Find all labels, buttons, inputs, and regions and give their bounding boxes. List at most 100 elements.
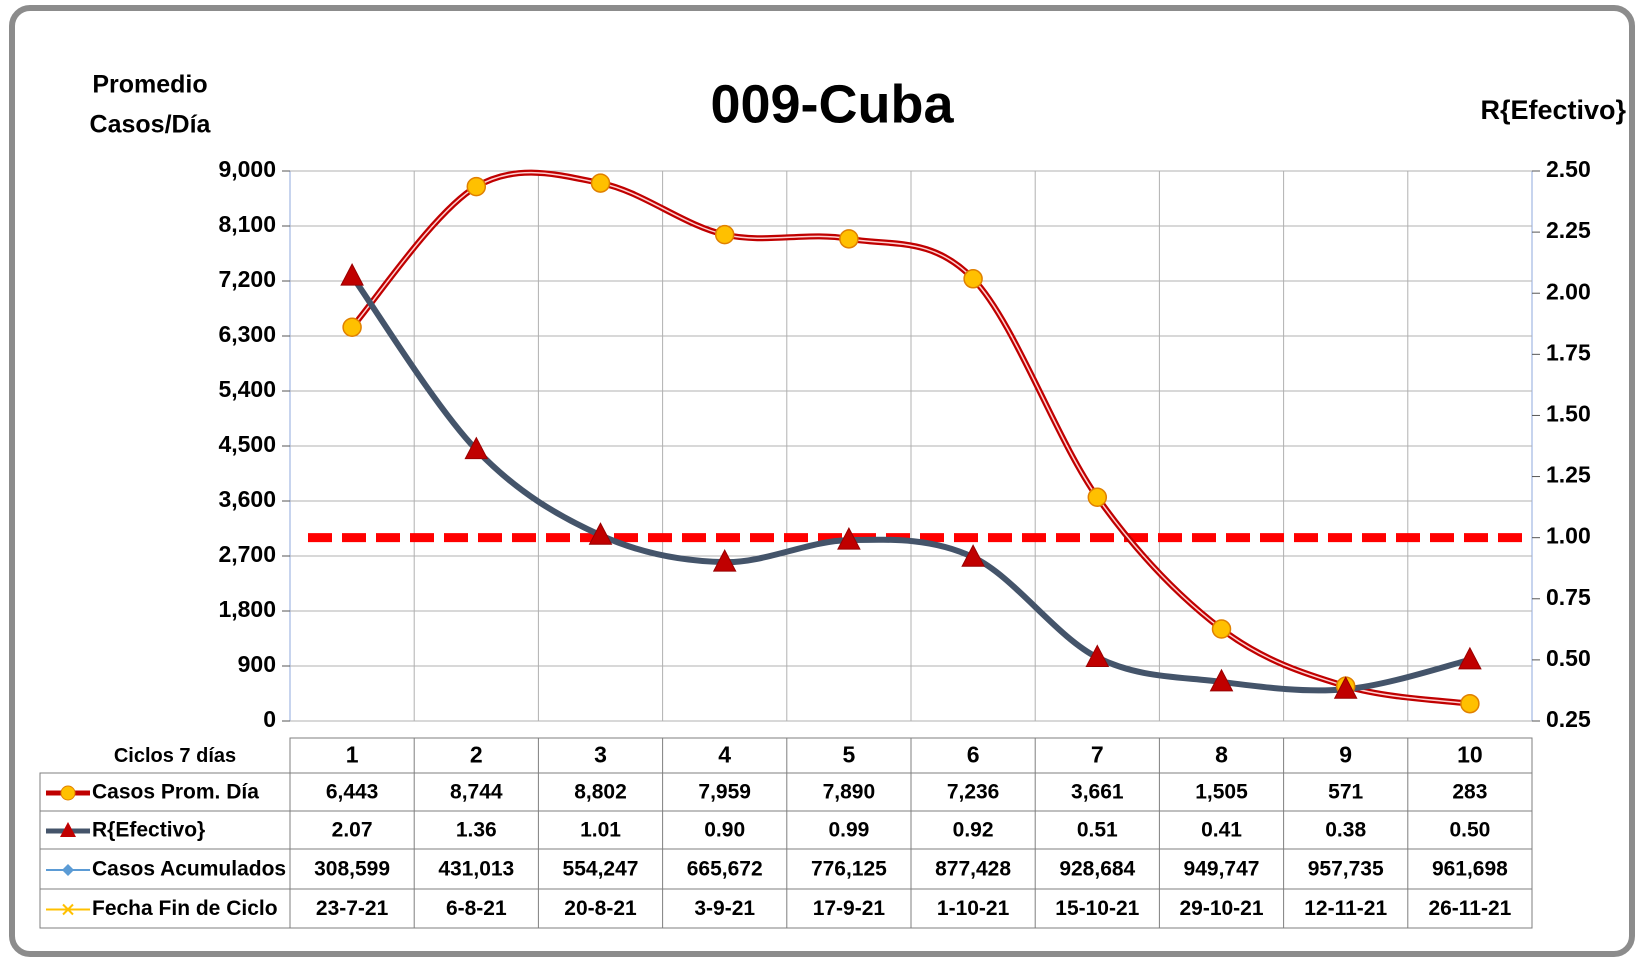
legend-key-marker <box>62 864 74 876</box>
y-axis-label: Promedio <box>92 71 207 99</box>
x-tick-label: 4 <box>718 742 731 768</box>
x-tick-label: 10 <box>1457 742 1483 768</box>
table-cell: 1.36 <box>456 819 497 842</box>
table-cell: 949,747 <box>1184 858 1260 881</box>
y-tick-label: 3,600 <box>218 486 276 512</box>
table-cell: 554,247 <box>563 858 639 881</box>
point-marker <box>1458 646 1482 670</box>
table-cell: 877,428 <box>935 858 1011 881</box>
x-tick-label: 9 <box>1339 742 1352 768</box>
table-cell: 7,890 <box>823 781 876 804</box>
y-tick-label: 2,700 <box>218 541 276 567</box>
y2-tick-label: 2.50 <box>1546 156 1591 182</box>
table-cell: 0.90 <box>704 819 745 842</box>
table-cell: 3,661 <box>1071 781 1124 804</box>
x-tick-label: 6 <box>967 742 980 768</box>
table-cell: 12-11-21 <box>1304 897 1387 920</box>
table-cell: 283 <box>1452 781 1487 804</box>
legend-key-marker <box>62 903 74 916</box>
point-marker <box>590 173 611 193</box>
table-cell: 0.41 <box>1201 819 1242 842</box>
chart-frame <box>9 5 1635 957</box>
table-cell: 23-7-21 <box>316 897 389 920</box>
x-tick-label: 1 <box>346 742 359 768</box>
y-tick-label: 8,100 <box>218 211 276 237</box>
table-cell: 665,672 <box>687 858 763 881</box>
table-cell: 961,698 <box>1432 858 1508 881</box>
point-marker <box>1460 693 1480 714</box>
table-cell: 3-9-21 <box>694 897 755 920</box>
point-marker <box>342 317 362 338</box>
x-axis-label: Ciclos 7 días <box>114 745 236 767</box>
table-cell: 20-8-21 <box>564 897 637 920</box>
legend-key-marker <box>60 822 76 837</box>
table-cell: 928,684 <box>1059 858 1135 881</box>
y2-axis-label: R{Efectivo} <box>1480 95 1626 125</box>
point-marker <box>712 549 737 572</box>
table-cell: 17-9-21 <box>813 897 886 920</box>
legend-label: Fecha Fin de Ciclo <box>92 897 278 920</box>
table-cell: 0.50 <box>1449 819 1490 842</box>
y-tick-label: 900 <box>238 651 276 677</box>
point-marker <box>588 522 613 545</box>
x-tick-label: 7 <box>1091 742 1104 768</box>
point-marker <box>837 527 861 550</box>
chart-title: 009-Cuba <box>710 74 954 134</box>
series-line <box>349 274 1471 694</box>
table-cell: 26-11-21 <box>1428 897 1511 920</box>
y-tick-label: 7,200 <box>218 266 276 292</box>
table-cell: 776,125 <box>811 858 887 881</box>
table-cell: 1,505 <box>1195 781 1248 804</box>
y2-tick-label: 1.00 <box>1546 523 1591 549</box>
table-cell: 0.38 <box>1325 819 1366 842</box>
x-tick-label: 5 <box>843 742 856 768</box>
point-marker <box>1333 676 1358 699</box>
x-tick-label: 8 <box>1215 742 1228 768</box>
y-tick-label: 6,300 <box>218 321 276 347</box>
point-marker <box>714 224 735 245</box>
table-cell: 0.92 <box>953 819 994 842</box>
table-cell: 957,735 <box>1308 858 1384 881</box>
y2-tick-label: 0.75 <box>1546 584 1591 610</box>
table-cell: 0.99 <box>828 819 869 842</box>
y-tick-label: 4,500 <box>218 431 276 457</box>
point-marker <box>1209 668 1234 692</box>
table-cell: 7,959 <box>698 781 751 804</box>
y-tick-label: 0 <box>263 706 276 732</box>
table-cell: 571 <box>1328 781 1363 804</box>
legend-label: Casos Prom. Día <box>92 781 259 804</box>
legend-key-marker <box>60 785 76 801</box>
point-marker <box>961 544 985 567</box>
y2-tick-label: 1.75 <box>1546 339 1591 365</box>
point-marker <box>1211 619 1232 639</box>
table-cell: 0.51 <box>1077 819 1118 842</box>
legend-label: Casos Acumulados <box>92 858 286 881</box>
y-tick-label: 5,400 <box>218 376 276 402</box>
legend-label: R{Efectivo} <box>92 819 205 842</box>
table-cell: 1.01 <box>580 819 621 842</box>
table-cell: 29-10-21 <box>1179 897 1263 920</box>
x-tick-label: 2 <box>470 742 483 768</box>
point-marker <box>1087 487 1108 508</box>
y2-tick-label: 1.25 <box>1546 462 1591 488</box>
point-marker <box>1085 644 1110 667</box>
table-cell: 431,013 <box>438 858 514 881</box>
table-cell: 1-10-21 <box>937 897 1010 920</box>
y2-tick-label: 2.00 <box>1546 278 1591 304</box>
table-cell: 2.07 <box>332 819 373 842</box>
point-marker <box>340 263 364 286</box>
point-marker <box>839 229 859 249</box>
table-cell: 7,236 <box>947 781 1000 804</box>
table-cell: 15-10-21 <box>1055 897 1139 920</box>
point-marker <box>464 436 489 460</box>
x-tick-label: 3 <box>594 742 607 768</box>
y2-tick-label: 0.50 <box>1546 645 1591 671</box>
point-marker <box>466 176 487 197</box>
y-axis-label: Casos/Día <box>90 111 212 139</box>
y-tick-label: 9,000 <box>218 156 276 182</box>
y2-tick-label: 0.25 <box>1546 706 1591 732</box>
point-marker <box>963 269 983 289</box>
table-cell: 6-8-21 <box>446 897 507 920</box>
y2-tick-label: 1.50 <box>1546 401 1591 427</box>
